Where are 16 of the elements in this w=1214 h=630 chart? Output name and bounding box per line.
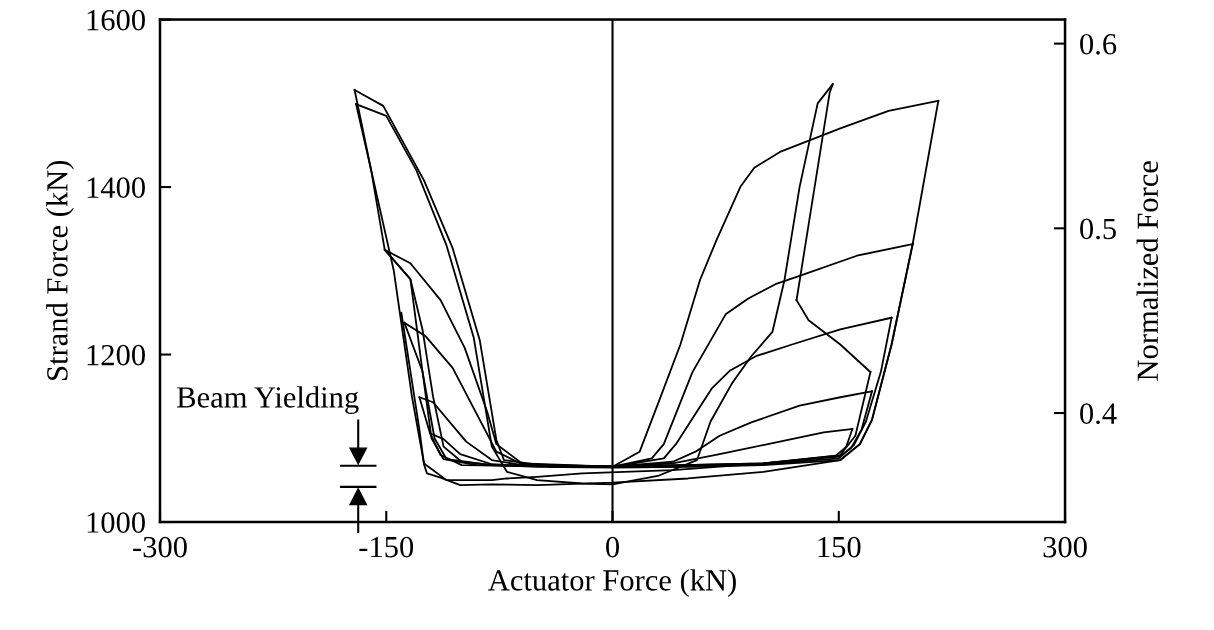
y2-tick-label: 0.5 [1080, 218, 1116, 240]
y-tick-label: 1400 [87, 177, 145, 198]
y2-tick-label: 0.6 [1080, 33, 1117, 55]
y2-tick-label: 0.4 [1080, 403, 1117, 425]
y-tick-label: 1200 [87, 344, 145, 366]
y-tick-label: 1000 [87, 512, 145, 533]
y-axis-title: Strand Force (kN) [46, 160, 74, 380]
annotation: Beam Yielding [177, 386, 359, 414]
x-tick-label: -150 [359, 536, 414, 558]
x-axis-title: Actuator Force (kN) [488, 569, 736, 597]
y-tick-label: 1600 [87, 9, 145, 31]
y2-axis-title: Normalized Force [1136, 161, 1159, 381]
x-tick-label: 0 [606, 536, 619, 558]
x-tick-label: -300 [133, 536, 187, 558]
x-tick-label: 150 [818, 536, 861, 558]
x-tick-label: 300 [1043, 536, 1087, 558]
